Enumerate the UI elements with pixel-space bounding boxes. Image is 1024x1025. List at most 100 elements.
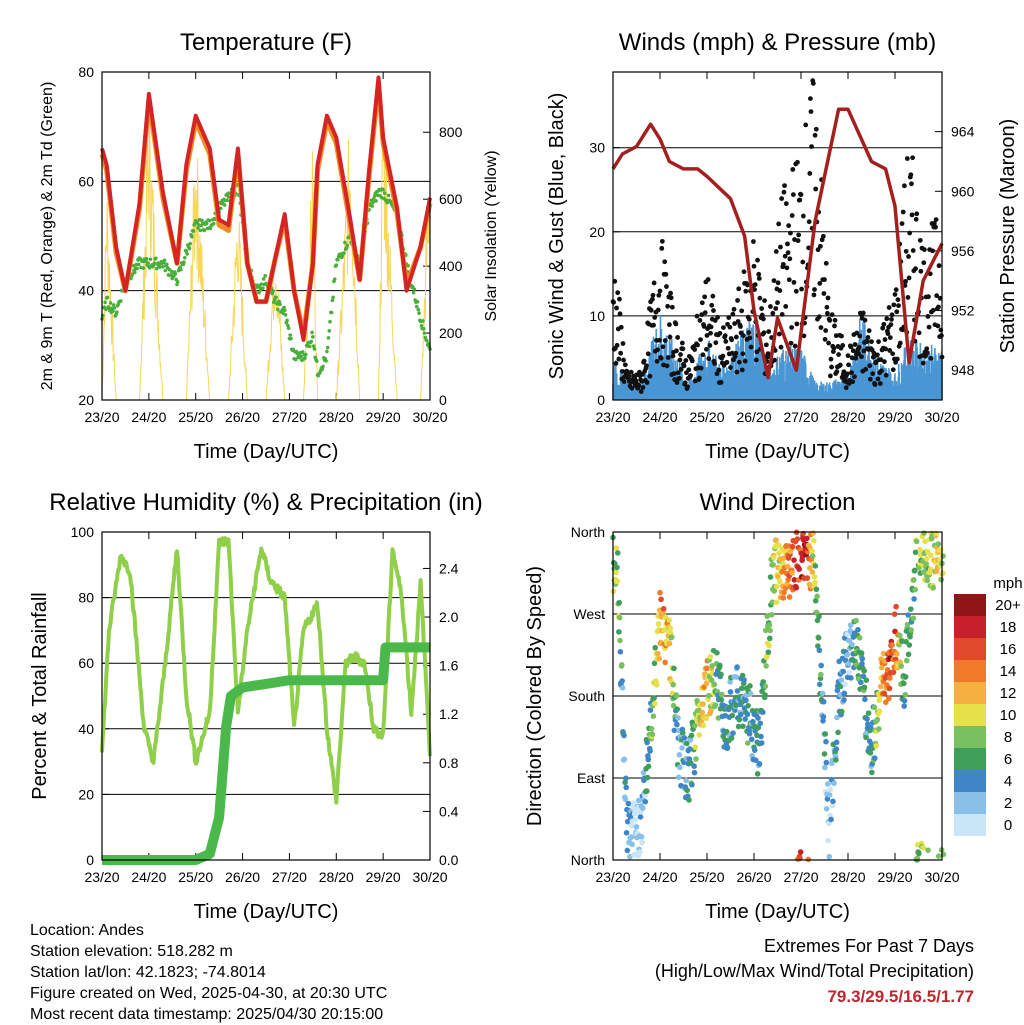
- gust-point: [618, 324, 624, 330]
- direction-point: [904, 621, 911, 628]
- gust-point: [829, 312, 835, 318]
- direction-point: [780, 595, 787, 601]
- dewpoint-point: [173, 271, 178, 276]
- direction-point: [691, 763, 697, 769]
- dewpoint-point: [148, 257, 153, 262]
- direction-point: [766, 642, 772, 649]
- pressure-y-tick-label: 956: [951, 243, 975, 259]
- gust-point: [800, 259, 806, 265]
- direction-point: [923, 555, 930, 562]
- gust-point: [728, 365, 733, 370]
- dewpoint-point: [312, 347, 317, 351]
- direction-point: [762, 627, 769, 634]
- dewpoint-point: [179, 267, 183, 272]
- direction-point: [901, 697, 908, 704]
- direction-point: [762, 692, 768, 698]
- direction-point: [933, 568, 940, 575]
- gust-point: [617, 311, 623, 317]
- direction-point: [901, 680, 907, 687]
- direction-point: [739, 685, 745, 692]
- gust-point: [664, 284, 669, 289]
- gust-point: [832, 317, 838, 323]
- gust-point: [888, 322, 894, 328]
- gust-point: [934, 293, 940, 299]
- direction-point: [718, 696, 725, 703]
- gust-point: [729, 337, 735, 343]
- gust-point: [777, 288, 783, 293]
- direction-point: [878, 664, 885, 671]
- gust-point: [926, 294, 931, 300]
- gust-point: [736, 359, 742, 365]
- dewpoint-point: [135, 266, 139, 271]
- direction-point: [687, 737, 694, 743]
- x-tick-label: 29/20: [877, 409, 912, 425]
- gust-point: [741, 269, 747, 275]
- rh-y-tick-label: 80: [78, 590, 94, 606]
- wind-y-tick-label: 10: [589, 308, 605, 324]
- gust-point: [859, 354, 864, 360]
- dewpoint-point: [271, 289, 275, 293]
- direction-point: [890, 669, 897, 676]
- direction-point: [747, 690, 754, 697]
- rh-y-tick-label: 60: [78, 655, 94, 671]
- dewpoint-point: [325, 349, 329, 354]
- gust-point: [724, 359, 730, 365]
- gust-point: [817, 243, 823, 249]
- gust-point: [841, 369, 847, 375]
- direction-point: [820, 717, 826, 724]
- direction-point: [747, 683, 753, 689]
- direction-point: [833, 739, 840, 746]
- direction-point: [825, 781, 831, 787]
- gust-point: [785, 250, 791, 256]
- x-tick-label: 24/20: [642, 409, 677, 425]
- direction-point: [727, 689, 734, 695]
- gust-point: [908, 172, 914, 178]
- gust-point: [795, 159, 800, 165]
- direction-point: [863, 734, 869, 741]
- direction-point: [637, 849, 643, 855]
- gust-point: [799, 286, 804, 292]
- gust-point: [930, 307, 936, 313]
- speed-legend-swatch: [954, 748, 986, 770]
- x-tick-label: 27/20: [272, 409, 307, 425]
- gust-point: [651, 322, 656, 328]
- direction-point: [628, 822, 635, 829]
- y-axis-label-winds: Sonic Wind & Gust (Blue, Black): [546, 93, 568, 380]
- gust-point: [831, 345, 837, 351]
- direction-point: [905, 651, 912, 658]
- gust-point: [759, 312, 765, 318]
- chart-title-temperature: Temperature (F): [180, 29, 352, 56]
- dewpoint-point: [422, 331, 427, 335]
- direction-point: [744, 740, 751, 746]
- dewpoint-point: [374, 199, 378, 203]
- direction-point: [835, 729, 841, 736]
- gust-point: [714, 371, 720, 377]
- direction-point: [830, 798, 836, 805]
- dewpoint-point: [282, 305, 286, 310]
- direction-point: [775, 542, 782, 548]
- direction-point: [780, 560, 786, 567]
- direction-point: [912, 549, 919, 556]
- y2-axis-label-solar: Solar Insolation (Yellow): [483, 150, 500, 321]
- direction-point: [816, 647, 823, 654]
- dewpoint-point: [303, 356, 307, 360]
- gust-point: [671, 371, 677, 377]
- direction-point: [676, 751, 683, 758]
- gust-point: [893, 287, 899, 293]
- dewpoint-point: [330, 298, 335, 303]
- direction-point: [639, 805, 646, 812]
- gust-point: [899, 221, 905, 227]
- rh-line: [100, 536, 432, 805]
- direction-point: [733, 674, 740, 680]
- dewpoint-point: [111, 309, 115, 313]
- dewpoint-point: [103, 300, 107, 305]
- gust-point: [699, 300, 705, 306]
- gust-point: [770, 310, 776, 316]
- chart-title-direction: Wind Direction: [699, 489, 855, 516]
- direction-point: [917, 546, 923, 553]
- gust-point: [825, 310, 830, 316]
- dewpoint-point: [334, 263, 339, 267]
- x-tick-label: 30/20: [924, 869, 959, 885]
- temp-2m-line: [100, 75, 432, 342]
- direction-point: [912, 586, 918, 593]
